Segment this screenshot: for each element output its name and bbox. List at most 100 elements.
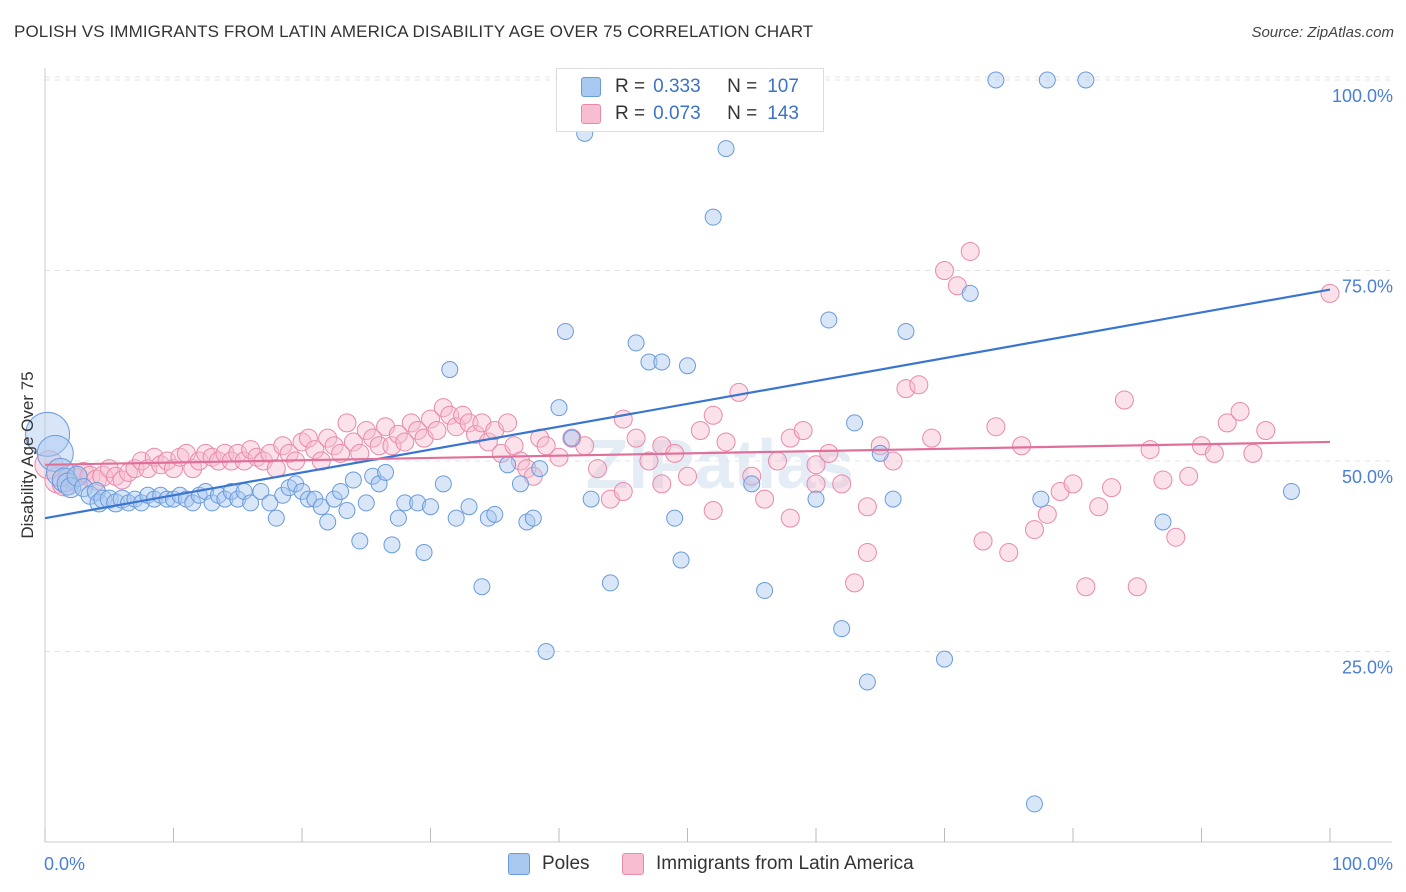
data-point bbox=[298, 428, 318, 448]
data-point bbox=[499, 456, 517, 474]
data-point bbox=[652, 474, 672, 494]
data-point bbox=[833, 620, 851, 638]
data-point bbox=[332, 482, 350, 500]
data-point bbox=[446, 417, 466, 437]
data-point bbox=[252, 482, 270, 500]
data-point bbox=[312, 498, 330, 516]
y-tick-labels: 25.0% 50.0% 75.0% 100.0% bbox=[1332, 86, 1393, 678]
data-point bbox=[973, 531, 993, 551]
y-tick-label: 50.0% bbox=[1342, 467, 1393, 487]
trendline bbox=[44, 440, 1331, 466]
data-point bbox=[755, 489, 775, 509]
legend-n-value: 143 bbox=[767, 103, 799, 124]
data-point bbox=[183, 459, 203, 479]
data-point bbox=[1154, 513, 1172, 531]
legend-swatch-immigrants bbox=[581, 104, 601, 124]
data-point bbox=[1012, 436, 1032, 456]
trendline bbox=[44, 288, 1331, 520]
data-point bbox=[986, 417, 1006, 437]
data-point bbox=[897, 322, 915, 340]
data-point bbox=[729, 382, 749, 402]
data-point bbox=[157, 451, 177, 471]
chart-source: Source: ZipAtlas.com bbox=[1251, 24, 1394, 41]
data-point bbox=[1032, 490, 1050, 508]
data-point bbox=[112, 470, 132, 490]
data-point bbox=[261, 494, 279, 512]
data-point bbox=[1153, 470, 1173, 490]
data-point bbox=[627, 334, 645, 352]
data-point bbox=[357, 494, 375, 512]
data-point bbox=[883, 451, 903, 471]
data-point bbox=[639, 451, 659, 471]
data-point bbox=[1243, 443, 1263, 463]
data-point bbox=[344, 471, 362, 489]
data-point bbox=[1025, 795, 1043, 813]
data-point bbox=[909, 375, 929, 395]
data-point bbox=[756, 582, 774, 600]
data-point bbox=[1089, 497, 1109, 517]
data-point bbox=[1063, 474, 1083, 494]
data-point bbox=[241, 440, 261, 460]
data-point bbox=[999, 542, 1019, 562]
data-point bbox=[305, 440, 325, 460]
data-point bbox=[337, 413, 357, 433]
legend-row-immigrants: R = 0.073 N = 143 bbox=[581, 101, 799, 127]
data-point bbox=[409, 494, 427, 512]
data-point bbox=[473, 578, 491, 596]
data-point bbox=[1024, 520, 1044, 540]
data-point bbox=[1038, 71, 1056, 89]
data-point bbox=[703, 501, 723, 521]
data-point bbox=[704, 208, 722, 226]
legend-n-label: N = bbox=[727, 76, 758, 97]
data-point bbox=[1282, 482, 1300, 500]
data-point bbox=[640, 353, 658, 371]
data-point bbox=[66, 465, 88, 487]
data-point bbox=[388, 424, 408, 444]
data-point bbox=[703, 405, 723, 425]
data-point bbox=[857, 497, 877, 517]
legend-n-value: 107 bbox=[767, 76, 799, 97]
data-point bbox=[1217, 413, 1237, 433]
data-point bbox=[679, 357, 696, 375]
data-point bbox=[453, 405, 473, 425]
data-point bbox=[242, 494, 260, 512]
data-point bbox=[408, 421, 428, 441]
data-point bbox=[806, 474, 826, 494]
data-point bbox=[74, 478, 94, 498]
data-point bbox=[389, 509, 407, 527]
data-point bbox=[936, 650, 953, 668]
data-point bbox=[25, 411, 71, 457]
legend-n-label: N = bbox=[727, 103, 758, 124]
data-point bbox=[1320, 283, 1340, 303]
data-point bbox=[343, 432, 363, 452]
data-point bbox=[441, 361, 459, 379]
data-point bbox=[653, 353, 671, 371]
data-point bbox=[164, 459, 183, 479]
legend-swatch-immigrants bbox=[622, 853, 644, 875]
data-point bbox=[460, 498, 478, 516]
legend-r-label: R = bbox=[615, 76, 646, 97]
legend-r-value: 0.333 bbox=[653, 76, 701, 97]
data-point bbox=[422, 498, 439, 516]
data-point bbox=[858, 673, 876, 691]
data-point bbox=[338, 502, 356, 520]
data-point bbox=[299, 490, 317, 508]
correlation-legend: R = 0.333 N = 107 R = 0.073 N = 143 bbox=[556, 68, 824, 132]
data-point bbox=[1127, 577, 1147, 597]
data-point bbox=[447, 509, 465, 527]
legend-label-immigrants: Immigrants from Latin America bbox=[656, 853, 914, 874]
data-point bbox=[961, 284, 979, 302]
data-point bbox=[395, 432, 415, 452]
y-tick-label: 100.0% bbox=[1332, 86, 1393, 106]
axes bbox=[44, 68, 1392, 843]
data-point bbox=[427, 421, 447, 441]
y-axis-label: Disability Age Over 75 bbox=[18, 371, 37, 538]
data-point bbox=[1114, 390, 1134, 410]
data-point bbox=[780, 508, 800, 528]
data-point bbox=[377, 463, 395, 481]
data-point bbox=[582, 490, 600, 508]
y-tick-label: 25.0% bbox=[1342, 658, 1393, 678]
data-point bbox=[556, 322, 574, 340]
data-point bbox=[563, 429, 581, 447]
data-point bbox=[807, 490, 825, 508]
